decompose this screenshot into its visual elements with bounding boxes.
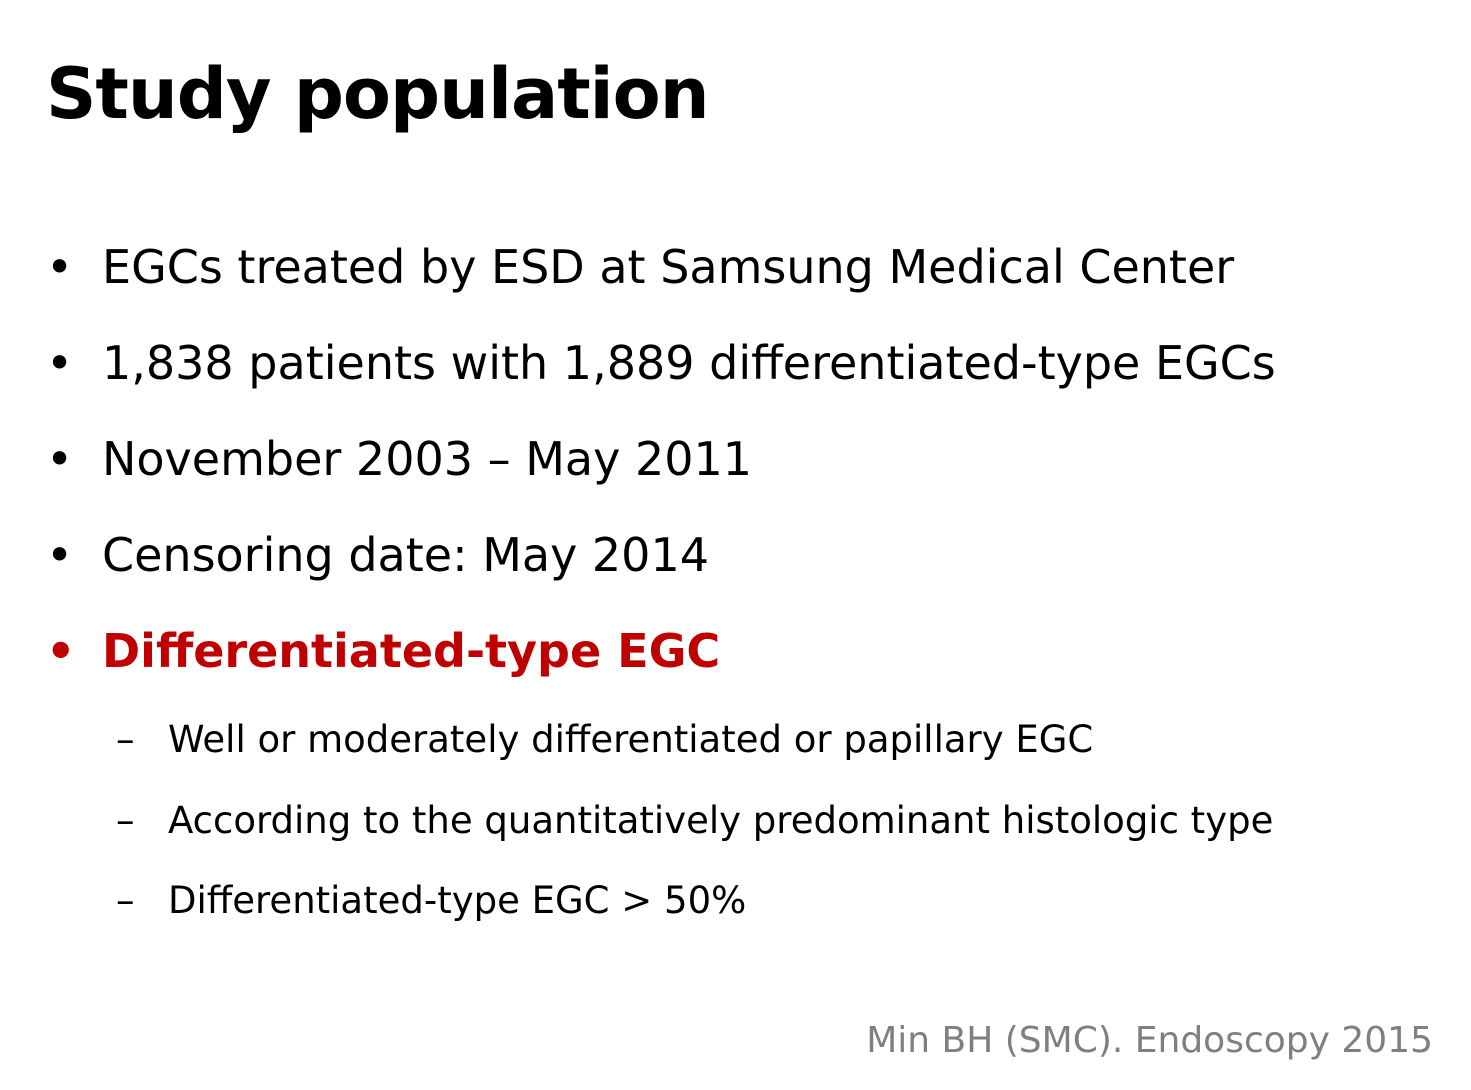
sub-bullet-marker: – [116, 879, 135, 922]
bullet-marker: • [46, 624, 76, 678]
sub-bullet-text: Well or moderately differentiated or pap… [168, 718, 1094, 761]
sub-bullet-marker: – [116, 799, 135, 842]
bullet-list: • EGCs treated by ESD at Samsung Medical… [46, 240, 1276, 922]
sub-bullet-text: According to the quantitatively predomin… [168, 799, 1274, 842]
bullet-marker: • [46, 432, 74, 486]
sub-bullet-marker: – [116, 718, 135, 761]
bullet-text: EGCs treated by ESD at Samsung Medical C… [102, 240, 1235, 294]
sub-bullet-text: Differentiated-type EGC > 50% [168, 879, 747, 922]
bullet-text: Censoring date: May 2014 [102, 528, 709, 582]
slide-title: Study population [46, 53, 710, 135]
bullet-marker: • [46, 240, 74, 294]
bullet-marker: • [46, 336, 74, 390]
bullet-text: November 2003 – May 2011 [102, 432, 753, 486]
citation: Min BH (SMC). Endoscopy 2015 [866, 1020, 1433, 1061]
bullet-marker: • [46, 528, 74, 582]
bullet-text: 1,838 patients with 1,889 differentiated… [102, 336, 1276, 390]
bullet-text-highlighted: Differentiated-type EGC [102, 624, 721, 678]
